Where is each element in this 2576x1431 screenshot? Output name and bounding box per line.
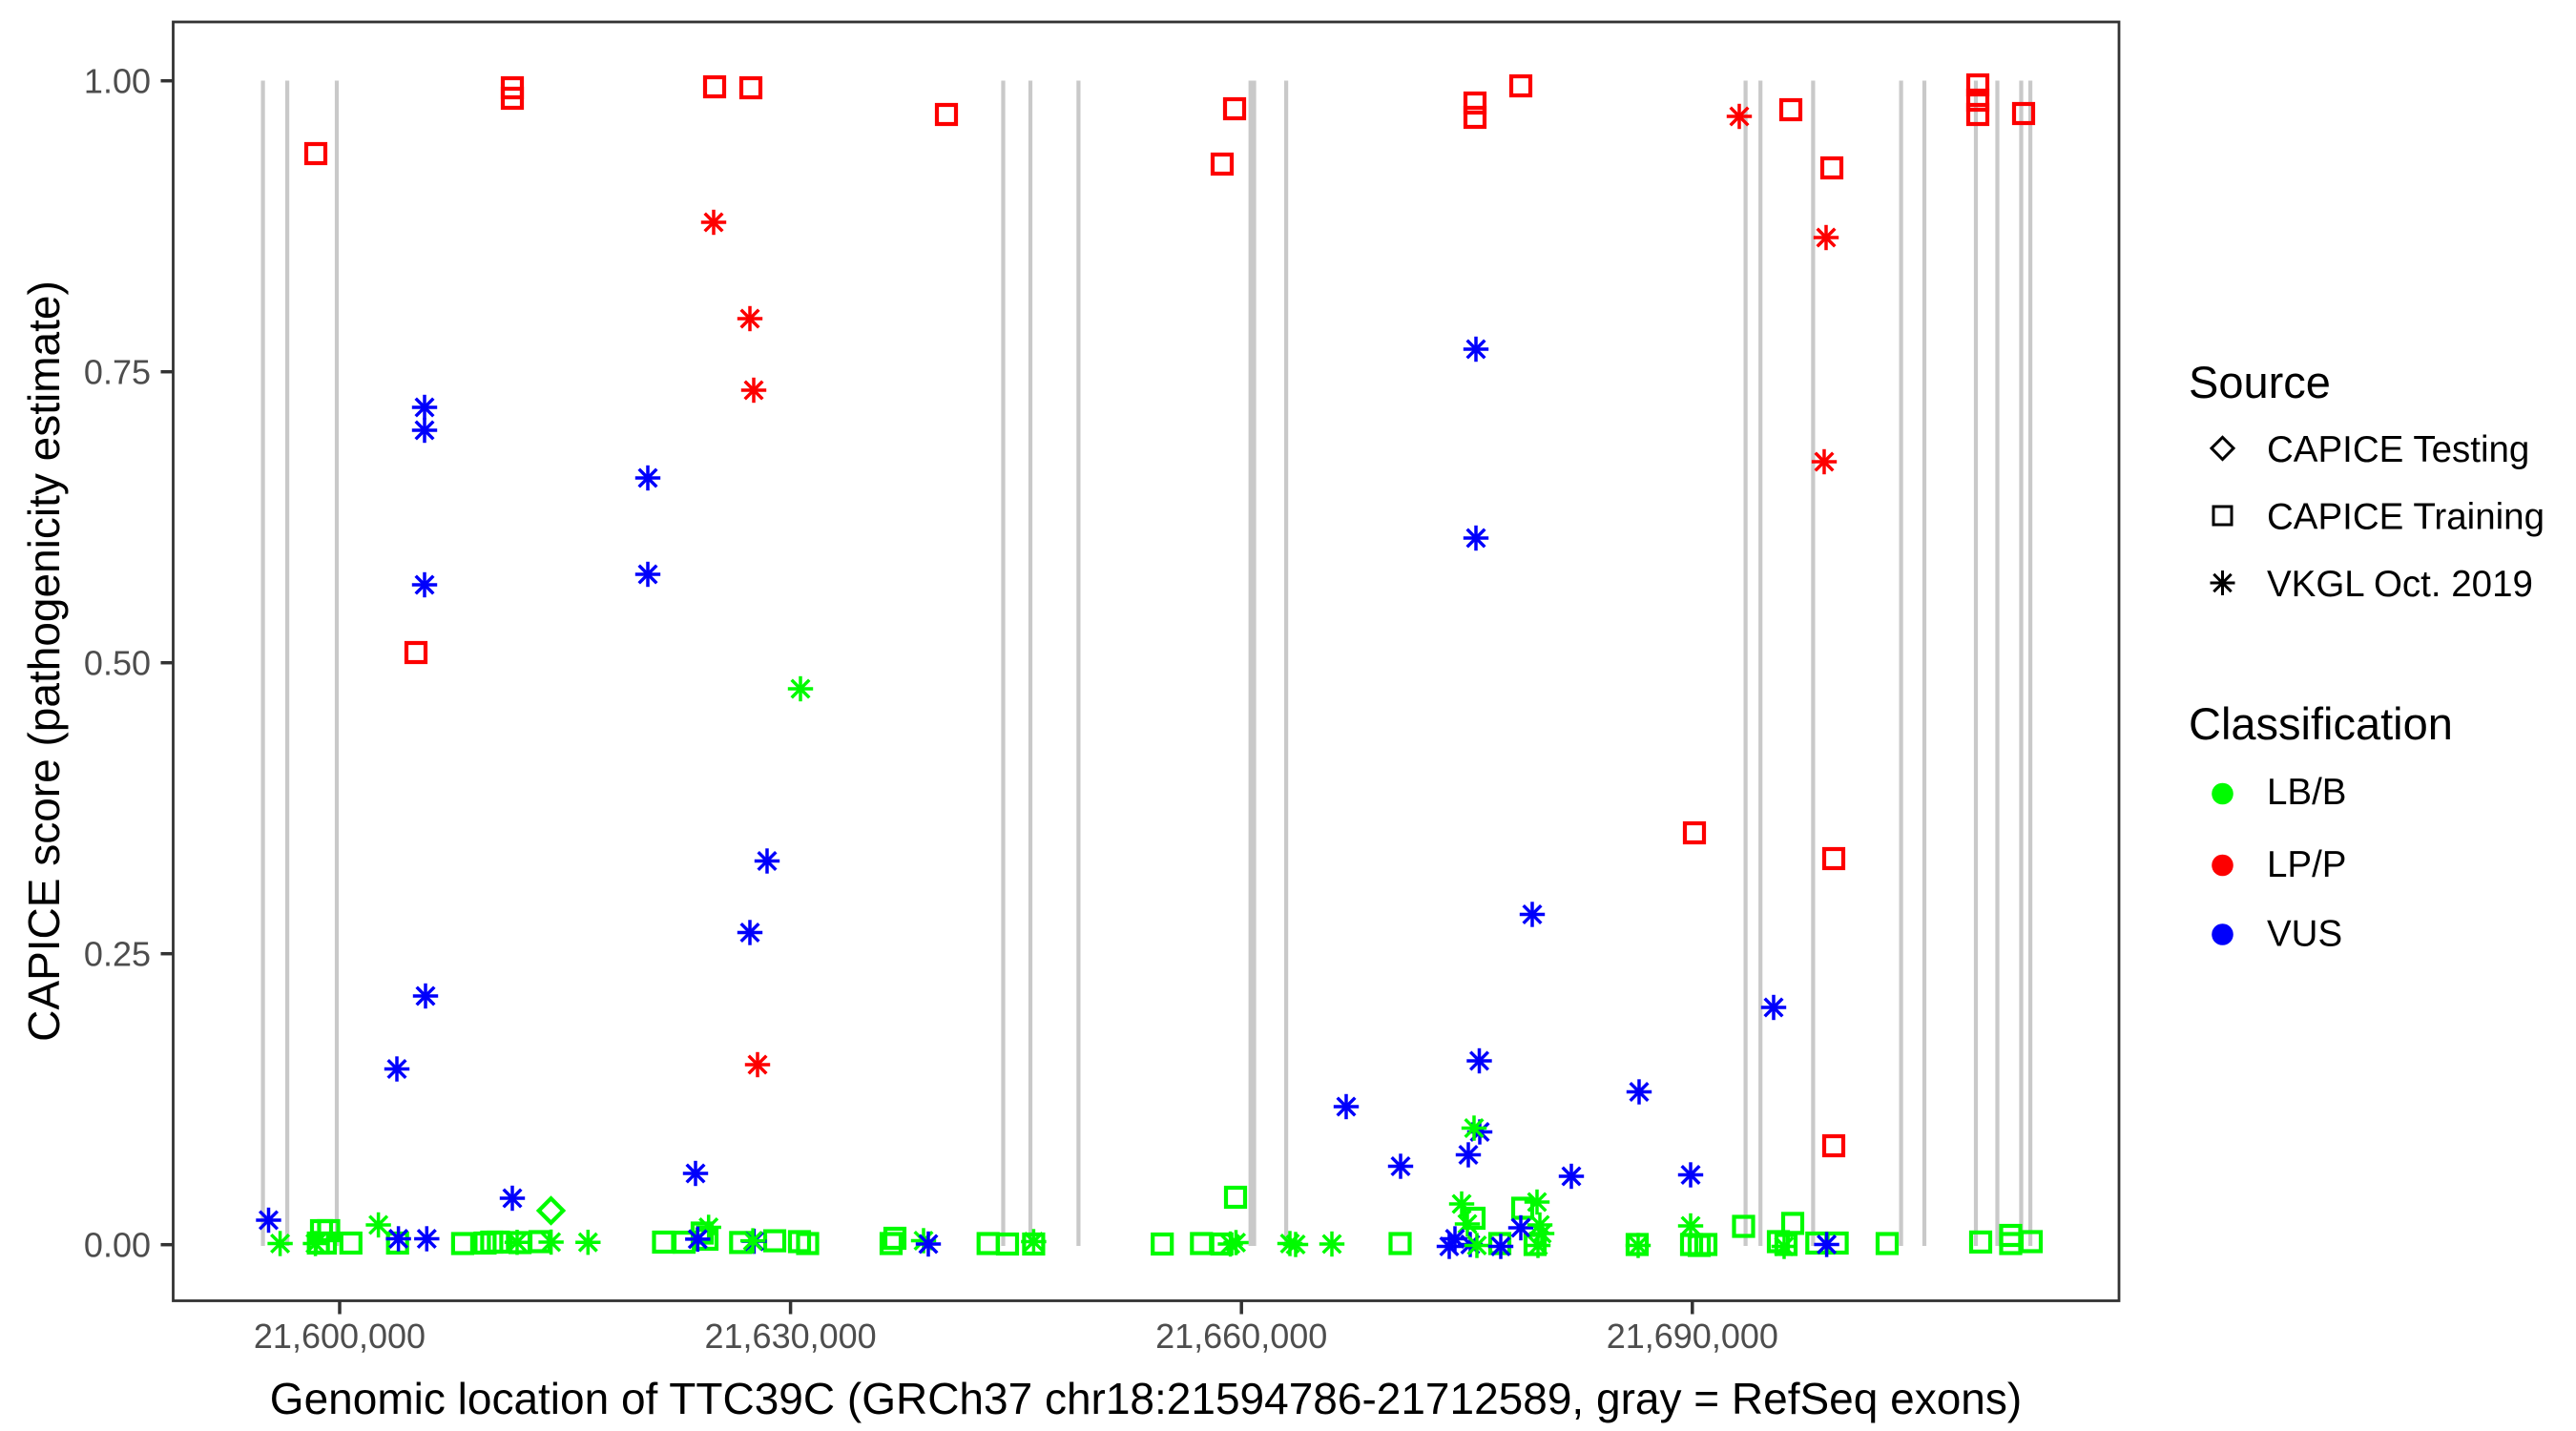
svg-text:VUS: VUS: [2267, 913, 2342, 954]
svg-text:LB/B: LB/B: [2267, 772, 2346, 813]
svg-text:VKGL Oct. 2019: VKGL Oct. 2019: [2267, 564, 2533, 605]
svg-text:1.00: 1.00: [84, 62, 151, 101]
svg-text:0.00: 0.00: [84, 1226, 151, 1265]
svg-text:LP/P: LP/P: [2267, 844, 2346, 885]
svg-text:21,600,000: 21,600,000: [254, 1317, 426, 1356]
svg-text:CAPICE score (pathogenicity es: CAPICE score (pathogenicity estimate): [19, 280, 69, 1042]
svg-text:21,690,000: 21,690,000: [1607, 1317, 1778, 1356]
svg-text:Classification: Classification: [2189, 698, 2453, 749]
svg-text:CAPICE Testing: CAPICE Testing: [2267, 429, 2529, 470]
svg-text:0.75: 0.75: [84, 353, 151, 392]
svg-text:Source: Source: [2189, 357, 2331, 407]
svg-text:0.50: 0.50: [84, 644, 151, 683]
svg-text:Genomic location of TTC39C (GR: Genomic location of TTC39C (GRCh37 chr18…: [270, 1374, 2022, 1423]
svg-text:21,660,000: 21,660,000: [1155, 1317, 1327, 1356]
svg-text:CAPICE Training: CAPICE Training: [2267, 497, 2545, 538]
svg-text:0.25: 0.25: [84, 935, 151, 974]
svg-text:21,630,000: 21,630,000: [705, 1317, 877, 1356]
